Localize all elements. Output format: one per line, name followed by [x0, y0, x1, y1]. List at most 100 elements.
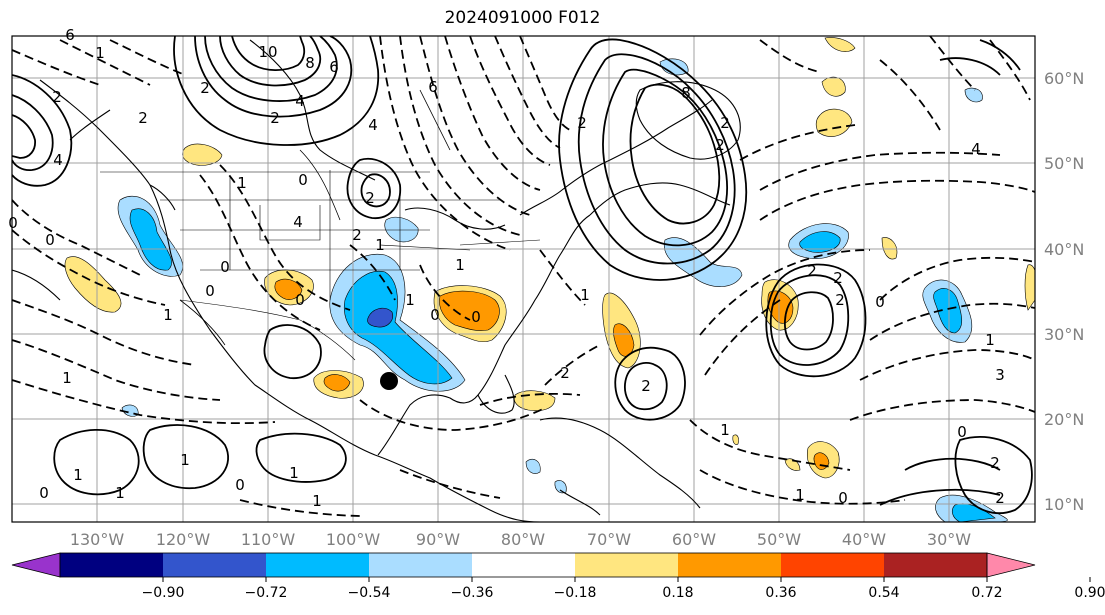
colorbar-tick-label: −0.54 [348, 585, 391, 601]
contour-label: 1 [312, 492, 322, 510]
lat-label: 40°N [1044, 240, 1084, 259]
contour-label: 2 [641, 377, 651, 395]
contour-label: 2 [835, 291, 845, 309]
contour-label: 1 [720, 421, 730, 439]
contour-label: 4 [368, 116, 378, 134]
lon-label: 90°W [416, 530, 460, 549]
contour-label: 0 [295, 291, 305, 309]
contour-label: 1 [795, 486, 805, 504]
colorbar-extend-low [11, 552, 61, 578]
contour-label: 0 [838, 489, 848, 507]
lat-label: 50°N [1044, 154, 1084, 173]
colorbar-segment [575, 553, 679, 577]
contour-label: 0 [8, 214, 18, 232]
contour-label: 0 [430, 306, 440, 324]
contour-label: 1 [580, 286, 590, 304]
lat-label: 60°N [1044, 69, 1084, 88]
contour-label: 1 [405, 291, 415, 309]
contour-label: 0 [471, 308, 481, 326]
contour-label: 1 [180, 451, 190, 469]
colorbar-extend-high [986, 552, 1036, 578]
contour-label: 2 [715, 136, 725, 154]
contour-label: 1 [289, 464, 299, 482]
contour-label: 1 [455, 256, 465, 274]
contour-label: 1 [163, 306, 173, 324]
contour-label: 2 [577, 114, 587, 132]
colorbar-tick-label: 0.72 [971, 585, 1002, 601]
colorbar-segment [266, 553, 370, 577]
contour-label: 0 [298, 171, 308, 189]
contour-label: 2 [807, 262, 817, 280]
shading-layer [64, 37, 1035, 522]
map-title: 2024091000 F012 [444, 8, 601, 28]
solid-contours [12, 36, 1033, 515]
colorbar-segment [678, 553, 782, 577]
lat-label: 10°N [1044, 495, 1084, 514]
contour-label: 1 [375, 236, 385, 254]
contour-label: 2 [352, 226, 362, 244]
colorbar-tick-label: −0.90 [142, 585, 185, 601]
colorbar-segment [781, 553, 885, 577]
contour-label: 4 [971, 140, 981, 158]
contour-label: 2 [720, 114, 730, 132]
map-panel [12, 36, 1035, 522]
contour-label: 2 [52, 88, 62, 106]
contour-label: 2 [200, 79, 210, 97]
contour-label: 2 [833, 269, 843, 287]
contour-label: 1 [62, 369, 72, 387]
colorbar-tick-label: −0.18 [554, 585, 597, 601]
dashed-contours [12, 36, 1035, 517]
lat-label: 20°N [1044, 410, 1084, 429]
contour-label: 2 [995, 489, 1005, 507]
lat-label: 30°N [1044, 325, 1084, 344]
contour-label: 4 [295, 92, 305, 110]
colorbar-border [59, 552, 988, 578]
contour-label: 3 [995, 366, 1005, 384]
lon-label: 120°W [156, 530, 211, 549]
contour-label: 0 [205, 282, 215, 300]
contour-label: 1 [73, 466, 83, 484]
colorbar-tick-label: 0.36 [765, 585, 796, 601]
lon-label: 110°W [241, 530, 296, 549]
colorbar-tick-label: −0.72 [245, 585, 288, 601]
lon-label: 80°W [501, 530, 545, 549]
longitude-labels: 130°W 120°W 110°W 100°W 90°W 80°W 70°W 6… [70, 530, 971, 549]
colorbar-segment [60, 553, 164, 577]
contour-label: 0 [220, 258, 230, 276]
contour-label: 1 [95, 44, 105, 62]
thin-contours [179, 89, 451, 346]
lon-label: 130°W [70, 530, 125, 549]
colorbar-tick-label: 0.18 [662, 585, 693, 601]
contour-label: 0 [45, 231, 55, 249]
contour-label: 6 [65, 26, 75, 44]
colorbar-tick-label: 0.90 [1074, 585, 1105, 601]
lon-label: 30°W [927, 530, 971, 549]
contour-label: 8 [681, 84, 691, 102]
contour-label: 4 [53, 151, 63, 169]
map-frame [11, 35, 1036, 523]
contour-label: 2 [560, 364, 570, 382]
lon-label: 100°W [326, 530, 381, 549]
colorbar-segment [369, 553, 473, 577]
contour-label: 1 [115, 484, 125, 502]
lon-label: 70°W [587, 530, 631, 549]
contour-label: 4 [293, 213, 303, 231]
contour-label: 0 [235, 476, 245, 494]
contour-label: 6 [329, 58, 339, 76]
lon-label: 50°W [757, 530, 801, 549]
contour-label: 0 [875, 293, 885, 311]
contour-label: 2 [138, 109, 148, 127]
colorbar-segment [884, 553, 988, 577]
contour-label: 2 [270, 109, 280, 127]
political-borders [100, 170, 541, 361]
contour-label: 6 [428, 78, 438, 96]
latitude-labels: 60°N 50°N 40°N 30°N 20°N 10°N [1044, 69, 1084, 514]
lon-label: 60°W [672, 530, 716, 549]
colorbar-tick-label: −0.36 [451, 585, 494, 601]
storm-marker [380, 372, 398, 390]
contour-label: 2 [365, 189, 375, 207]
contour-label: 8 [305, 54, 315, 72]
contour-label: 1 [237, 174, 247, 192]
